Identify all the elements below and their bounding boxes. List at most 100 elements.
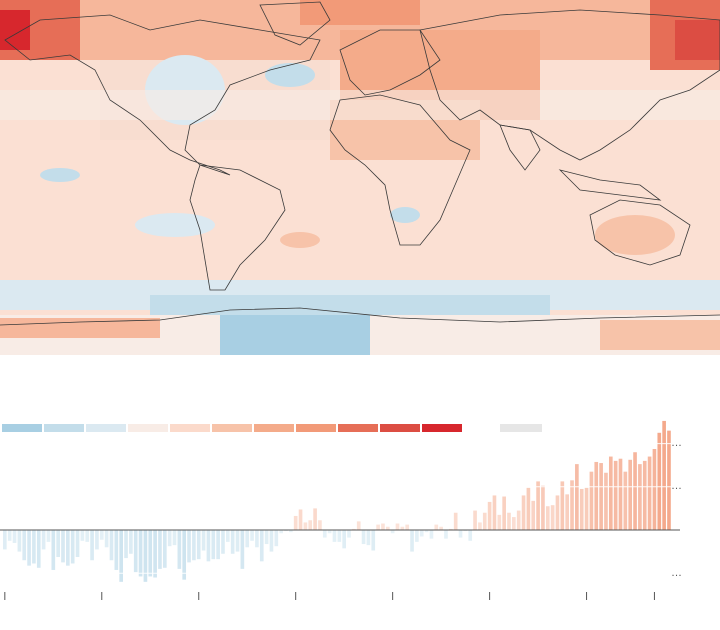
bar-1945 xyxy=(318,520,322,530)
bar-1883 xyxy=(17,530,22,552)
bar-1923 xyxy=(211,530,216,560)
bar-1984 xyxy=(507,512,511,530)
bar-1959 xyxy=(385,526,390,530)
bar-1941 xyxy=(298,509,303,530)
continent-outlines xyxy=(0,1,720,326)
bar-1922 xyxy=(206,530,211,562)
bar-1917 xyxy=(182,530,187,580)
bar-1936 xyxy=(274,530,279,547)
map-field-band-1 xyxy=(0,90,720,120)
bar-2012 xyxy=(642,460,647,530)
bar-1895 xyxy=(75,530,80,557)
bar-1900 xyxy=(99,530,104,540)
bar-1884 xyxy=(22,530,27,561)
bar-1957 xyxy=(376,524,380,530)
bar-1972 xyxy=(449,528,453,530)
bar-1882 xyxy=(12,530,17,543)
bar-1976 xyxy=(468,530,473,541)
bar-1985 xyxy=(512,517,516,530)
bar-2016 xyxy=(662,420,666,530)
outline-asia xyxy=(419,9,720,161)
map-field-south-pacific-cool xyxy=(135,213,215,237)
legend-swatch-7 xyxy=(254,424,294,432)
bar-1939 xyxy=(289,530,293,533)
bar-1933 xyxy=(259,530,264,562)
map-field-australia-warm xyxy=(595,215,675,255)
legend-swatch-1 xyxy=(2,424,42,432)
bar-2004 xyxy=(604,472,608,530)
bar-1990 xyxy=(536,481,540,530)
bar-1935 xyxy=(269,530,274,552)
bar-1962 xyxy=(400,526,405,530)
bar-1988 xyxy=(526,487,531,530)
bar-1956 xyxy=(371,530,376,551)
bar-1885 xyxy=(27,530,31,566)
bar-1987 xyxy=(521,495,526,530)
bar-1920 xyxy=(196,530,201,560)
bar-2008 xyxy=(623,471,628,530)
bar-2003 xyxy=(599,463,603,530)
bar-1937 xyxy=(279,530,283,534)
color-legend xyxy=(0,424,560,434)
bar-1910 xyxy=(148,530,153,577)
bar-1927 xyxy=(230,530,235,554)
bar-1930 xyxy=(245,530,250,548)
outline-india xyxy=(499,124,541,171)
bar-1999 xyxy=(579,488,584,530)
outline-north-america xyxy=(4,14,321,176)
temperature-anomaly-map xyxy=(0,0,720,355)
bar-1973 xyxy=(453,512,458,530)
bar-2005 xyxy=(608,456,613,530)
bar-1993 xyxy=(550,505,555,530)
bar-1899 xyxy=(95,530,99,550)
bar-1953 xyxy=(356,521,361,530)
bar-1913 xyxy=(162,530,167,568)
bar-1887 xyxy=(36,530,41,568)
bar-1960 xyxy=(390,530,395,534)
legend-swatch-9 xyxy=(338,424,378,432)
bar-1977 xyxy=(473,510,477,530)
bar-1958 xyxy=(381,523,385,530)
bar-1967 xyxy=(424,530,429,533)
map-field-antarctic-cool xyxy=(220,315,370,355)
bar-1931 xyxy=(250,530,254,541)
legend-swatch-2 xyxy=(44,424,84,432)
bar-1940 xyxy=(293,515,298,530)
bar-1948 xyxy=(332,530,337,542)
bar-1911 xyxy=(153,530,157,578)
bar-1928 xyxy=(235,530,240,552)
outline-south-america xyxy=(189,164,286,291)
bar-1938 xyxy=(284,530,288,532)
bar-1954 xyxy=(361,530,366,545)
legend-swatch-5 xyxy=(170,424,210,432)
bar-1951 xyxy=(347,530,351,538)
bar-1921 xyxy=(201,530,206,551)
bar-1881 xyxy=(7,530,12,541)
outline-greenland xyxy=(259,1,331,46)
map-field-antarctic-warm-e xyxy=(600,320,720,350)
bar-1982 xyxy=(497,514,502,530)
bar-1929 xyxy=(240,530,245,569)
bar-1970 xyxy=(439,526,443,530)
bar-1946 xyxy=(322,530,327,538)
bar-1949 xyxy=(337,530,342,542)
bar-1974 xyxy=(458,530,463,538)
bar-1888 xyxy=(41,530,46,550)
map-field-siberia xyxy=(300,0,420,25)
bar-1964 xyxy=(410,530,414,552)
bar-1915 xyxy=(172,530,177,546)
bar-1991 xyxy=(541,485,545,530)
outline-australia xyxy=(589,199,691,266)
legend-swatch-4 xyxy=(128,424,168,432)
legend-swatch-6 xyxy=(212,424,252,432)
bar-1893 xyxy=(66,530,70,566)
bar-1995 xyxy=(560,481,565,530)
bar-1996 xyxy=(565,494,569,530)
map-field-antarctic-warm-w xyxy=(0,318,160,338)
map-svg xyxy=(0,0,720,355)
bar-1890 xyxy=(51,530,56,570)
bar-1961 xyxy=(395,523,400,530)
bar-1994 xyxy=(555,495,560,530)
bar-2000 xyxy=(584,487,589,530)
bar-1965 xyxy=(415,530,419,542)
